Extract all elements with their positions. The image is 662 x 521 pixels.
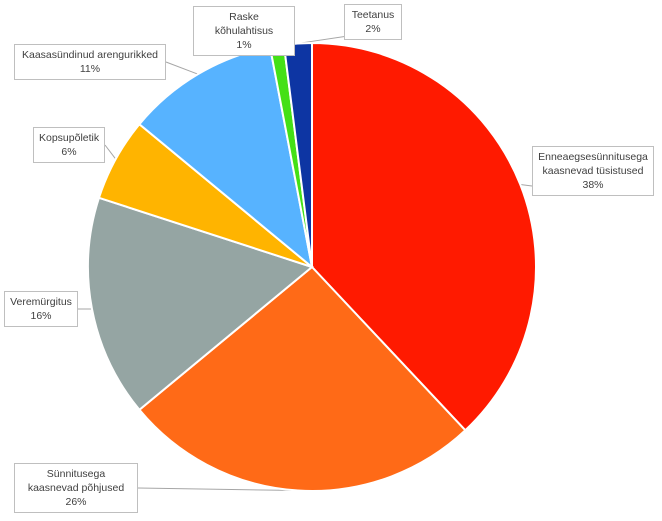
label-teetanus: Teetanus 2%	[344, 4, 402, 40]
label-value: 2%	[365, 23, 381, 35]
pie-slice	[137, 265, 467, 492]
label-text: Enneaegsesünnitusega kaasnevad tüsistuse…	[538, 151, 648, 177]
label-kopsupoletik: Kopsupõletik 6%	[33, 127, 105, 163]
label-value: 38%	[582, 179, 604, 191]
leader-line	[520, 184, 533, 187]
leader-line	[104, 144, 117, 160]
label-text: Kopsupõletik	[39, 132, 100, 144]
label-sunnitusega: Sünnitusega kaasnevad põhjused 26%	[14, 463, 138, 513]
label-enneaegse: Enneaegsesünnitusega kaasnevad tüsistuse…	[532, 146, 654, 196]
pie-slices	[87, 41, 537, 492]
label-value: 11%	[79, 63, 101, 75]
label-value: 1%	[236, 39, 252, 51]
label-value: 6%	[61, 146, 77, 158]
label-text: Teetanus	[351, 9, 395, 21]
pie-slice	[87, 196, 315, 412]
label-value: 26%	[65, 496, 87, 508]
pie-slice	[311, 41, 537, 432]
label-raske: Raske kõhulahtisus 1%	[193, 6, 295, 56]
label-text: Raske kõhulahtisus	[214, 11, 274, 37]
label-veremurgitus: Veremürgitus 16%	[4, 291, 78, 327]
label-text: Sünnitusega kaasnevad põhjused	[27, 468, 125, 494]
label-text: Kaasasündinud arengurikked	[21, 49, 158, 61]
label-text: Veremürgitus	[10, 296, 72, 308]
label-value: 16%	[30, 310, 52, 322]
label-kaasasundinud: Kaasasündinud arengurikked 11%	[14, 44, 166, 80]
leader-line	[165, 61, 199, 75]
leader-line	[137, 487, 298, 492]
